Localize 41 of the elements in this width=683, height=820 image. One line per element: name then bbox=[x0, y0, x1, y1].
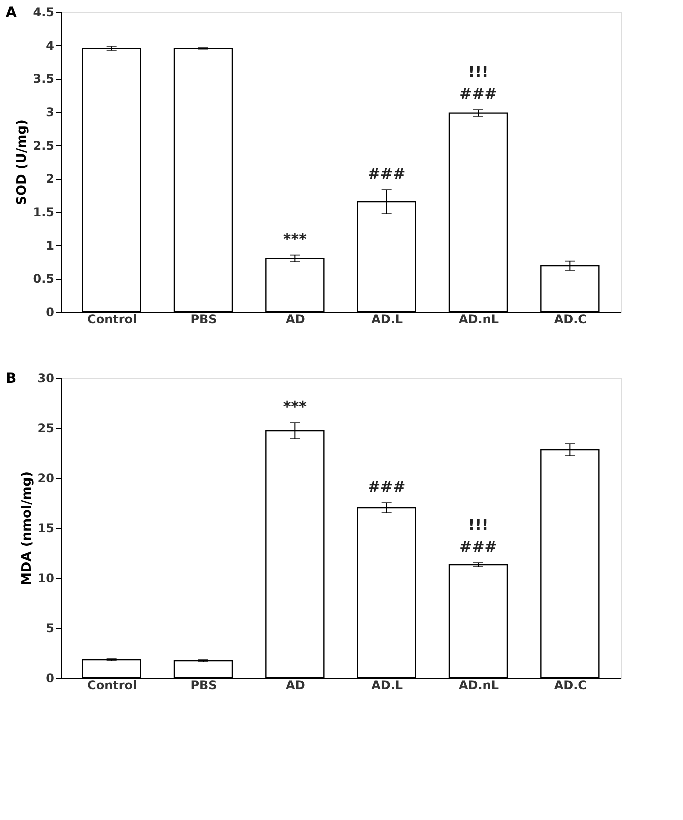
x-tick-label: AD.L bbox=[372, 678, 404, 692]
y-axis-title: MDA (nmol/mg) bbox=[20, 472, 35, 586]
annotation: ### bbox=[368, 478, 406, 496]
y-tick-label: 0 bbox=[46, 306, 54, 320]
y-tick-label: 25 bbox=[38, 422, 54, 436]
x-tick-label: PBS bbox=[190, 312, 218, 326]
y-tick-label: 1.5 bbox=[33, 206, 54, 220]
annotation: !!! bbox=[468, 63, 489, 81]
x-tick-label: AD.C bbox=[554, 312, 588, 326]
x-tick-label: AD.C bbox=[554, 678, 588, 692]
x-tick-label: AD.L bbox=[372, 312, 404, 326]
annotation: *** bbox=[283, 230, 308, 248]
annotation: *** bbox=[283, 398, 308, 416]
chart-title: A bbox=[6, 5, 17, 21]
chart-title: B bbox=[6, 371, 17, 387]
x-tick-label: AD.nL bbox=[459, 678, 500, 692]
y-tick-label: 0.5 bbox=[33, 272, 54, 286]
x-tick-label: AD bbox=[286, 312, 306, 326]
y-tick-label: 3.5 bbox=[33, 72, 54, 86]
annotation: !!! bbox=[468, 516, 489, 534]
x-tick-label: PBS bbox=[190, 678, 218, 692]
y-tick-label: 15 bbox=[38, 522, 54, 536]
y-tick-label: 0 bbox=[46, 672, 54, 686]
y-tick-label: 30 bbox=[38, 372, 54, 386]
y-tick-label: 3 bbox=[46, 106, 54, 120]
x-tick-label: AD.nL bbox=[459, 312, 500, 326]
y-tick-label: 10 bbox=[38, 572, 54, 586]
y-tick-label: 4.5 bbox=[33, 6, 54, 20]
x-tick-label: Control bbox=[88, 312, 138, 326]
annotation: ### bbox=[460, 85, 498, 103]
y-tick-label: 1 bbox=[46, 238, 54, 253]
y-tick-label: 5 bbox=[46, 622, 54, 636]
y-tick-label: 4 bbox=[46, 38, 54, 53]
x-tick-label: Control bbox=[88, 678, 138, 692]
y-tick-label: 20 bbox=[38, 472, 54, 486]
y-tick-label: 2 bbox=[46, 172, 54, 186]
y-tick-label: 2.5 bbox=[33, 138, 54, 153]
y-axis-title: SOD (U/mg) bbox=[15, 120, 30, 206]
x-tick-label: AD bbox=[286, 678, 306, 692]
annotation: ### bbox=[368, 165, 406, 183]
annotation: ### bbox=[460, 538, 498, 556]
